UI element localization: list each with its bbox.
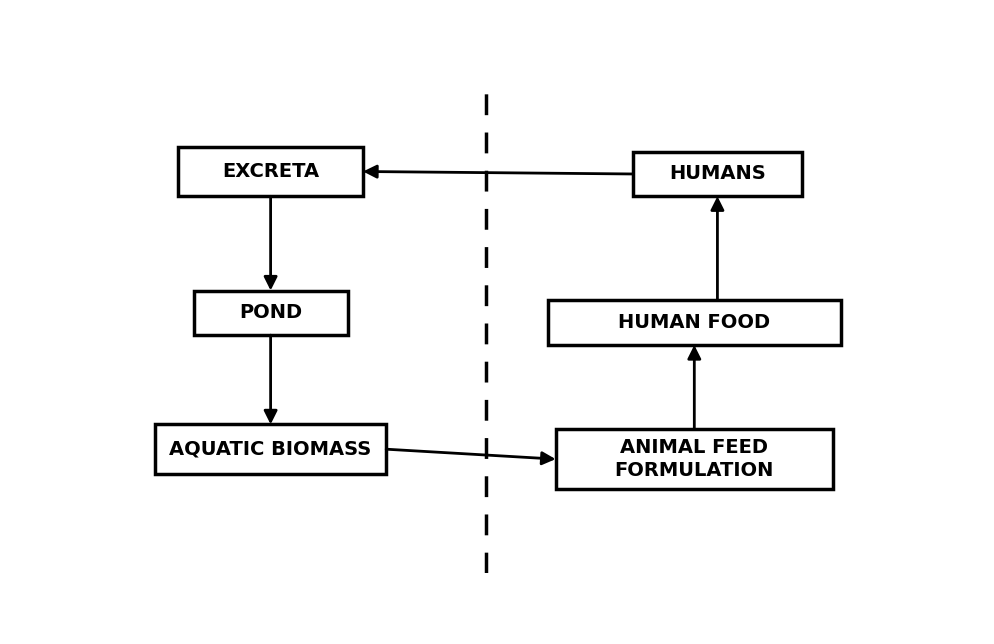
Text: POND: POND <box>239 303 302 323</box>
Text: EXCRETA: EXCRETA <box>222 162 319 181</box>
FancyBboxPatch shape <box>155 424 386 474</box>
Text: HUMAN FOOD: HUMAN FOOD <box>618 313 770 332</box>
Text: ANIMAL FEED
FORMULATION: ANIMAL FEED FORMULATION <box>614 438 774 480</box>
Text: HUMANS: HUMANS <box>669 164 765 184</box>
FancyBboxPatch shape <box>548 300 841 345</box>
Text: AQUATIC BIOMASS: AQUATIC BIOMASS <box>170 440 372 459</box>
FancyBboxPatch shape <box>178 147 363 196</box>
FancyBboxPatch shape <box>633 152 802 196</box>
FancyBboxPatch shape <box>194 290 348 335</box>
FancyBboxPatch shape <box>556 430 833 489</box>
